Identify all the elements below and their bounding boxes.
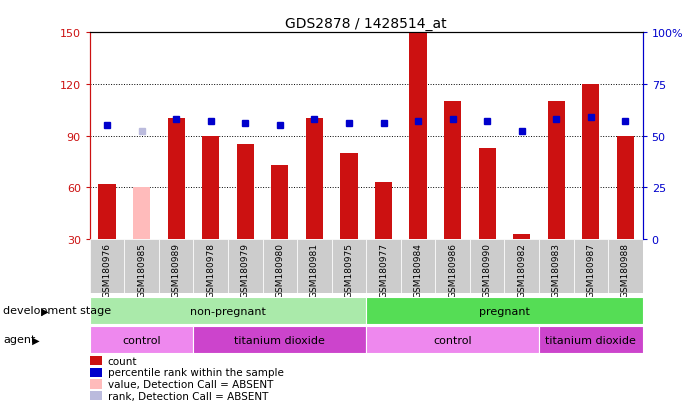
- Bar: [193, 240, 228, 293]
- Bar: [444, 102, 461, 240]
- Text: rank, Detection Call = ABSENT: rank, Detection Call = ABSENT: [108, 391, 268, 401]
- Text: GSM180978: GSM180978: [206, 242, 216, 297]
- Text: control: control: [122, 335, 161, 345]
- Bar: [236, 145, 254, 240]
- Bar: [366, 326, 539, 353]
- Bar: [435, 240, 470, 293]
- Bar: [133, 188, 150, 240]
- Title: GDS2878 / 1428514_at: GDS2878 / 1428514_at: [285, 17, 447, 31]
- Bar: [332, 240, 366, 293]
- Text: GSM180985: GSM180985: [137, 242, 146, 297]
- Text: titanium dioxide: titanium dioxide: [234, 335, 325, 345]
- Bar: [263, 240, 297, 293]
- Bar: [375, 183, 392, 240]
- Bar: [271, 166, 288, 240]
- Text: pregnant: pregnant: [479, 306, 530, 316]
- Text: GSM180989: GSM180989: [171, 242, 181, 297]
- Text: GSM180979: GSM180979: [240, 242, 250, 297]
- Bar: [470, 240, 504, 293]
- Bar: [159, 240, 193, 293]
- Bar: [202, 136, 219, 240]
- Bar: [228, 240, 263, 293]
- Bar: [193, 326, 366, 353]
- Bar: [513, 235, 530, 240]
- Bar: [305, 119, 323, 240]
- Bar: [574, 240, 608, 293]
- Bar: [366, 297, 643, 324]
- Bar: [401, 240, 435, 293]
- Text: value, Detection Call = ABSENT: value, Detection Call = ABSENT: [108, 379, 273, 389]
- Bar: [616, 136, 634, 240]
- Text: ▶: ▶: [38, 306, 48, 316]
- Bar: [539, 326, 643, 353]
- Bar: [297, 240, 332, 293]
- Bar: [539, 240, 574, 293]
- Bar: [504, 240, 539, 293]
- Text: GSM180977: GSM180977: [379, 242, 388, 297]
- Text: GSM180984: GSM180984: [413, 242, 423, 297]
- Text: GSM180975: GSM180975: [344, 242, 354, 297]
- Text: percentile rank within the sample: percentile rank within the sample: [108, 368, 284, 377]
- Text: agent: agent: [3, 335, 36, 344]
- Bar: [98, 185, 115, 240]
- Text: GSM180981: GSM180981: [310, 242, 319, 297]
- Bar: [90, 326, 193, 353]
- Text: GSM180982: GSM180982: [517, 242, 527, 297]
- Text: control: control: [433, 335, 472, 345]
- Text: GSM180983: GSM180983: [551, 242, 561, 297]
- Text: non-pregnant: non-pregnant: [190, 306, 266, 316]
- Text: GSM180986: GSM180986: [448, 242, 457, 297]
- Bar: [90, 240, 124, 293]
- Bar: [608, 240, 643, 293]
- Text: count: count: [108, 356, 138, 366]
- Text: titanium dioxide: titanium dioxide: [545, 335, 636, 345]
- Bar: [366, 240, 401, 293]
- Text: GSM180990: GSM180990: [482, 242, 492, 297]
- Text: ▶: ▶: [29, 335, 39, 344]
- Bar: [409, 33, 426, 240]
- Bar: [582, 85, 599, 240]
- Bar: [124, 240, 159, 293]
- Bar: [478, 148, 495, 240]
- Bar: [90, 297, 366, 324]
- Text: GSM180976: GSM180976: [102, 242, 112, 297]
- Bar: [340, 154, 358, 240]
- Bar: [167, 119, 184, 240]
- Text: GSM180987: GSM180987: [586, 242, 596, 297]
- Text: development stage: development stage: [3, 306, 111, 316]
- Text: GSM180980: GSM180980: [275, 242, 285, 297]
- Bar: [547, 102, 565, 240]
- Text: GSM180988: GSM180988: [621, 242, 630, 297]
